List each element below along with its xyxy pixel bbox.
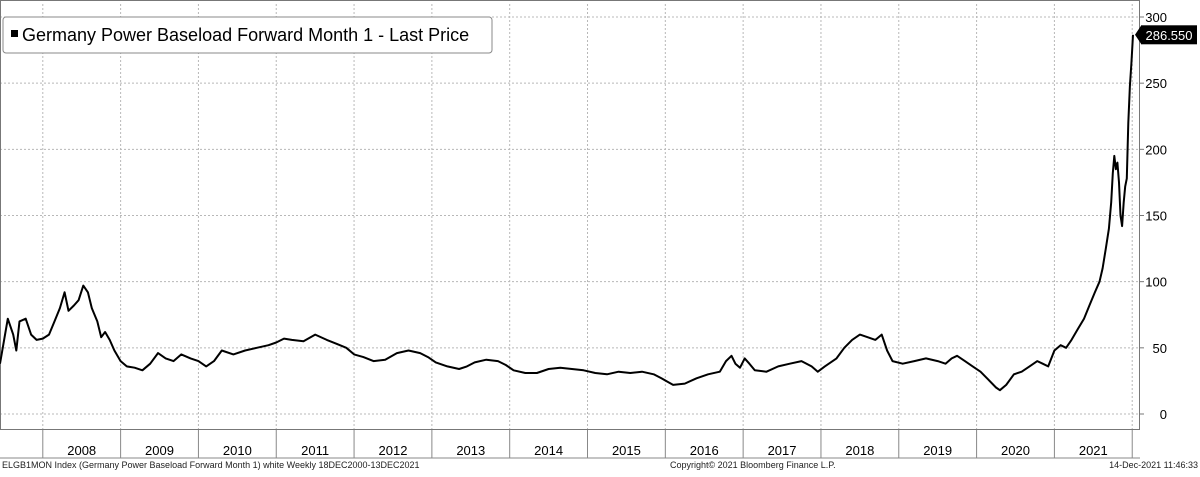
x-tick-label: 2019 [923, 443, 952, 458]
y-tick-label: 100 [1145, 275, 1167, 290]
x-tick-label: 2016 [690, 443, 719, 458]
x-tick-label: 2010 [223, 443, 252, 458]
footer-copyright: Copyright© 2021 Bloomberg Finance L.P. [670, 460, 836, 470]
y-tick-label: 150 [1145, 209, 1167, 224]
series-layer [0, 34, 1134, 392]
last-value-pointer [1135, 25, 1141, 44]
x-tick-label: 2017 [768, 443, 797, 458]
x-tick-label: 2009 [145, 443, 174, 458]
legend-box [2, 16, 493, 54]
legend-swatch [11, 30, 18, 37]
grid-layer [0, 4, 1140, 430]
y-tick-label: 50 [1153, 341, 1167, 356]
x-tick-label: 2008 [67, 443, 96, 458]
footer: ELGB1MON Index (Germany Power Baseload F… [2, 460, 1198, 470]
y-tick-label: 250 [1145, 76, 1167, 91]
plot-frame [0, 0, 1140, 430]
y-tick-label: 300 [1145, 10, 1167, 25]
last-value-label: 286.550 [1146, 28, 1193, 43]
series-line [0, 34, 1134, 392]
x-tick-label: 2018 [845, 443, 874, 458]
label-layer: 286.550 [1135, 25, 1197, 45]
x-tick-label: 2011 [301, 443, 329, 458]
x-tick-label: 2015 [612, 443, 641, 458]
x-tick-label: 2013 [456, 443, 485, 458]
last-value-box [1141, 25, 1197, 45]
y-tick-label: 0 [1160, 407, 1167, 422]
footer-timestamp: 14-Dec-2021 11:46:33 [1109, 460, 1198, 470]
x-tick-label: 2014 [534, 443, 563, 458]
legend-label: Germany Power Baseload Forward Month 1 -… [22, 25, 469, 45]
x-tick-label: 2021 [1079, 443, 1108, 458]
x-tick-label: 2020 [1001, 443, 1030, 458]
y-tick-label: 200 [1145, 142, 1167, 157]
axis-layer: 2008 2009 2010 2011 2012 2013 2014 2015 2016 2017… [0, 0, 1167, 459]
x-tick-label: 2012 [379, 443, 408, 458]
footer-source: ELGB1MON Index (Germany Power Baseload F… [2, 460, 420, 470]
legend: Germany Power Baseload Forward Month 1 -… [2, 16, 493, 54]
